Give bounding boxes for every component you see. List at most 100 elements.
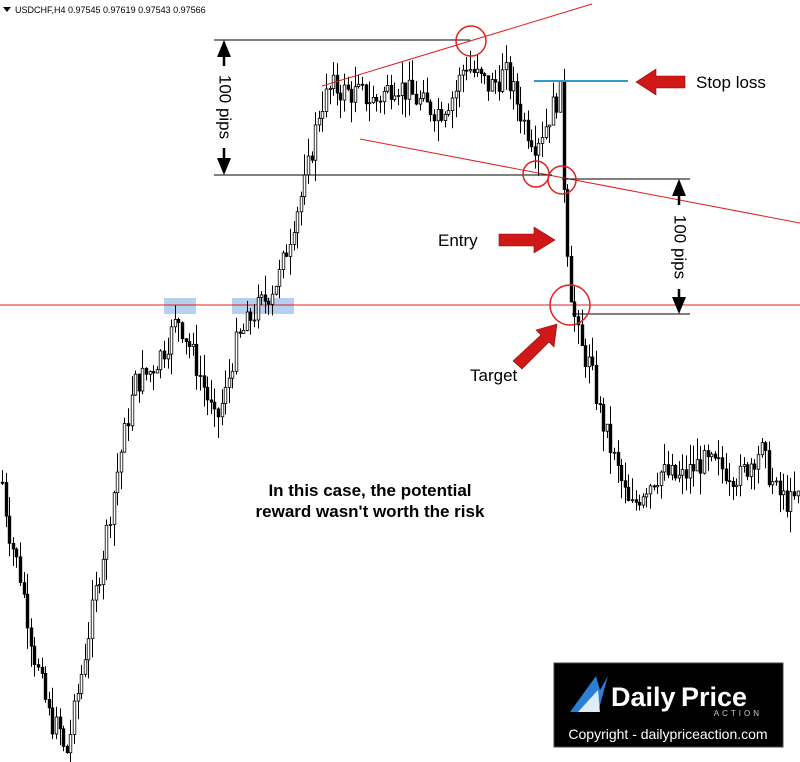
candle-body-bullish [292, 232, 297, 245]
candle-body-bearish [785, 490, 790, 512]
candle-body-bullish [695, 459, 700, 472]
candle-body-bullish [299, 196, 304, 213]
candle-body-bullish [155, 369, 160, 374]
candle-body-bullish [94, 585, 99, 601]
symbol-ohlc-text: USDCHF,H4 0.97545 0.97619 0.97543 0.9756… [15, 5, 206, 15]
candle-body-bullish [781, 490, 786, 496]
candle-body-bearish [601, 404, 606, 432]
candle-body-bearish [598, 403, 603, 406]
symbol-header[interactable]: USDCHF,H4 0.97545 0.97619 0.97543 0.9756… [3, 5, 206, 15]
candle-body-bullish [400, 82, 405, 96]
candle-body-bullish [490, 79, 495, 92]
candle-body-bearish [767, 450, 772, 486]
candle-body-bearish [126, 423, 131, 427]
candle-body-bearish [634, 499, 639, 503]
candle-body-bearish [209, 399, 214, 403]
candle-body-bearish [493, 79, 498, 83]
candle-body-bearish [752, 463, 757, 470]
candle-body-bearish [248, 311, 253, 321]
candle-body-bearish [425, 92, 430, 103]
candle-body-bearish [778, 480, 783, 496]
candle-body-bullish [612, 451, 617, 454]
candle-body-bearish [389, 85, 394, 100]
candle-body-bullish [446, 110, 451, 115]
candle-body-bearish [580, 324, 585, 346]
candle-body-bullish [130, 394, 135, 427]
candle-body-bearish [50, 707, 55, 735]
candle-body-bearish [29, 627, 34, 647]
caption-line-2: reward wasn't worth the risk [256, 502, 485, 521]
candle-body-bearish [40, 666, 45, 674]
stop-loss-label: Stop loss [696, 73, 766, 92]
candle-body-bearish [637, 501, 642, 506]
candle-body-bullish [353, 86, 358, 103]
candle-body-bearish [497, 81, 502, 92]
candle-body-bullish [662, 464, 667, 473]
candle-body-bearish [184, 338, 189, 342]
candle-body-bullish [443, 113, 448, 121]
candle-body-bullish [342, 84, 347, 101]
candle-body-bullish [227, 377, 232, 388]
candle-body-bullish [605, 423, 610, 432]
triangle-down-icon[interactable] [3, 7, 11, 12]
candle-body-bullish [385, 85, 390, 92]
candle-body-bearish [731, 480, 736, 487]
candle-body-bullish [418, 98, 423, 105]
candle-body-bullish [90, 599, 95, 640]
candle-body-bullish [277, 269, 282, 287]
candle-body-bullish [104, 524, 109, 560]
candle-body-bearish [727, 480, 732, 483]
candle-body-bearish [65, 746, 70, 754]
candle-body-bearish [673, 464, 678, 479]
candle-body-bearish [439, 109, 444, 121]
candle-body-bullish [166, 353, 171, 360]
daily-price-action-logo: Daily Price ACTION Copyright - dailypric… [553, 662, 784, 748]
candle-body-bullish [511, 81, 516, 92]
candle-body-bullish [306, 155, 311, 176]
candle-body-bullish [122, 423, 127, 453]
candle-body-bearish [198, 375, 203, 377]
candle-body-bearish [713, 453, 718, 459]
candle-body-bearish [194, 343, 199, 376]
candle-body-bearish [691, 464, 696, 472]
entry-arrow-icon [498, 226, 556, 254]
candle-body-bearish [698, 459, 703, 474]
candle-body-bearish [565, 189, 570, 257]
candle-body-bearish [284, 252, 289, 257]
candle-body-bullish [641, 496, 646, 506]
candle-body-bearish [58, 716, 63, 730]
candle-body-bearish [623, 480, 628, 488]
candle-body-bullish [148, 371, 153, 375]
candle-body-bearish [266, 300, 271, 305]
candle-body-bullish [54, 716, 59, 735]
candle-body-bullish [760, 442, 765, 456]
candle-body-bullish [475, 68, 480, 73]
candle-body-bearish [724, 468, 729, 482]
candle-body-bullish [259, 294, 264, 298]
candle-body-bullish [371, 97, 376, 104]
candle-body-bullish [551, 96, 556, 126]
candle-body-bearish [763, 442, 768, 451]
support-highlight-box [232, 298, 294, 314]
candle-body-bullish [140, 367, 145, 392]
candle-body-bearish [486, 75, 491, 92]
candle-body-bullish [252, 319, 257, 322]
candle-body-bullish [191, 343, 196, 347]
candle-body-bullish [367, 102, 372, 105]
candle-body-bullish [702, 450, 707, 474]
logo-brand-price: Price [681, 682, 747, 712]
candle-body-bearish [572, 301, 577, 317]
candle-body-bullish [119, 451, 124, 473]
candle-body-bearish [212, 401, 217, 410]
candle-body-bearish [792, 491, 797, 497]
candle-body-bullish [709, 453, 714, 458]
candle-body-bullish [295, 211, 300, 234]
candle-body-bearish [569, 255, 574, 303]
candle-body-bearish [25, 593, 30, 629]
candle-body-bearish [414, 93, 419, 105]
candle-body-bullish [644, 493, 649, 498]
candle-body-bearish [238, 331, 243, 334]
candle-body-bullish [86, 638, 91, 661]
candle-body-bullish [101, 558, 106, 585]
